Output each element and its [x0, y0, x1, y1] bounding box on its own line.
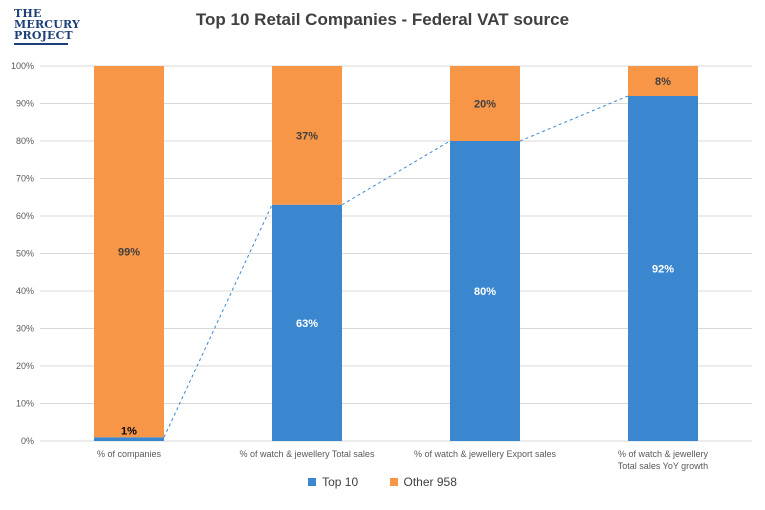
y-tick-label: 50% — [16, 249, 34, 259]
y-tick-label: 0% — [21, 436, 34, 446]
data-label-other: 20% — [474, 99, 496, 111]
bar-other — [272, 66, 342, 205]
data-label-other: 8% — [655, 76, 671, 88]
logo-line-2: MERCURY — [14, 18, 81, 31]
mercury-project-logo: THE MERCURY PROJECT — [14, 7, 81, 45]
logo-line-1: THE — [14, 7, 42, 20]
bar-other — [628, 66, 698, 96]
logo-underline — [14, 43, 68, 45]
data-label-other: 99% — [118, 247, 140, 259]
category-label: % of watch & jewellery — [618, 449, 709, 459]
category-label: % of watch & jewellery Total sales — [240, 449, 375, 459]
bar-top10 — [94, 437, 164, 441]
legend-label-other: Other 958 — [403, 475, 457, 489]
bar-other — [94, 66, 164, 438]
y-tick-label: 10% — [16, 399, 34, 409]
data-label-top10: 63% — [296, 318, 318, 330]
chart-title: Top 10 Retail Companies - Federal VAT so… — [195, 10, 570, 29]
category-label: % of watch & jewellery Export sales — [414, 449, 557, 459]
y-tick-label: 70% — [16, 174, 34, 184]
legend-swatch-top10 — [308, 478, 317, 486]
legend-item-other: Other 958 — [389, 475, 457, 489]
y-tick-label: 20% — [16, 361, 34, 371]
data-label-top10: 92% — [652, 264, 674, 276]
bars — [94, 66, 698, 441]
trend-segment — [163, 204, 273, 438]
legend-label-top10: Top 10 — [322, 475, 359, 489]
bar-top10 — [272, 204, 342, 441]
data-label-other: 37% — [296, 130, 318, 142]
trend-segment — [341, 140, 451, 206]
bar-other — [450, 66, 520, 141]
y-tick-label: 60% — [16, 211, 34, 221]
data-labels: 1% 99% 63% 37% 80% 20% 92% 8% — [118, 76, 674, 437]
legend-item-top10: Top 10 — [308, 475, 358, 489]
logo-line-3: PROJECT — [14, 29, 73, 42]
legend: Top 10 Other 958 — [0, 475, 765, 489]
y-tick-label: 30% — [16, 324, 34, 334]
y-axis: 0% 10% 20% 30% 40% 50% 60% 70% 80% 90% 100% — [11, 61, 34, 446]
y-tick-label: 100% — [11, 61, 34, 71]
category-label: Total sales YoY growth — [618, 461, 708, 471]
x-axis: % of companies % of watch & jewellery Tot… — [97, 449, 709, 471]
data-label-top10: 80% — [474, 286, 496, 298]
y-tick-label: 40% — [16, 286, 34, 296]
bar-top10 — [628, 96, 698, 441]
y-tick-label: 80% — [16, 136, 34, 146]
trend-line — [163, 95, 629, 438]
y-tick-label: 90% — [16, 99, 34, 109]
legend-swatch-other — [389, 478, 398, 486]
trend-segment — [519, 95, 629, 142]
data-label-top10: 1% — [121, 425, 137, 437]
bar-top10 — [450, 141, 520, 441]
category-label: % of companies — [97, 449, 162, 459]
